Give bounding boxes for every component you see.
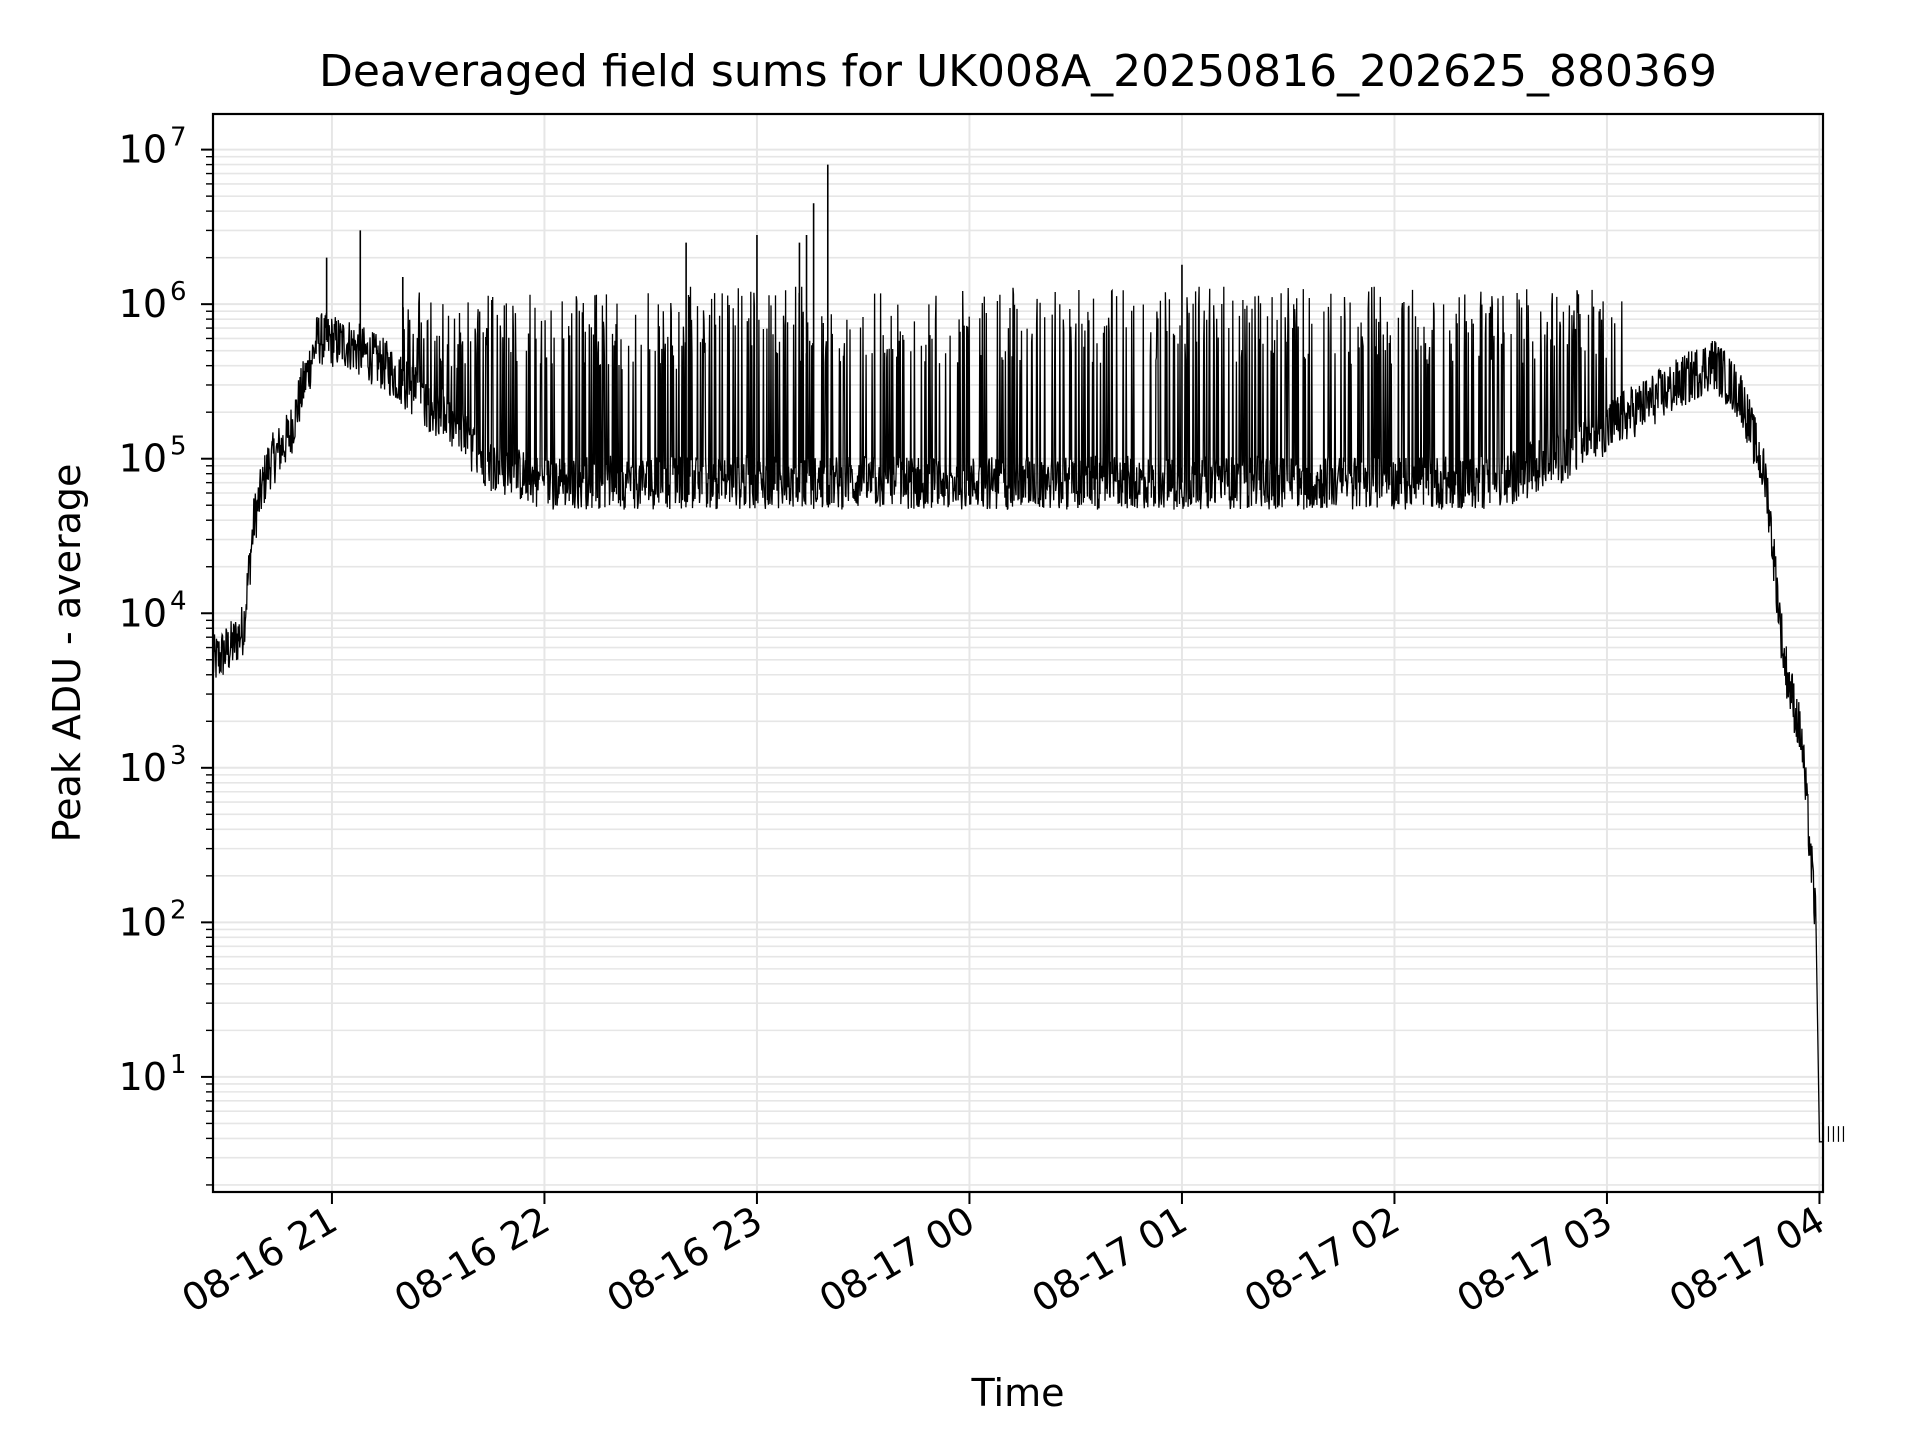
y-tick-label: 10	[119, 128, 167, 172]
y-tick-label-exponent: 7	[170, 123, 187, 153]
y-axis-label: Peak ADU - average	[45, 464, 89, 843]
chart-title: Deaveraged field sums for UK008A_2025081…	[319, 46, 1717, 97]
y-tick-label-exponent: 1	[170, 1050, 187, 1080]
y-tick-label: 10	[119, 900, 167, 944]
y-tick-label-exponent: 2	[170, 895, 187, 925]
y-tick-label-exponent: 6	[170, 277, 187, 307]
y-tick-label-exponent: 4	[170, 586, 187, 616]
y-tick-label: 10	[119, 591, 167, 635]
y-tick-label-exponent: 3	[170, 741, 187, 771]
y-tick-label: 10	[119, 746, 167, 790]
grid-layer	[213, 114, 1823, 1192]
y-tick-label-exponent: 5	[170, 432, 187, 462]
plot-frame	[211, 112, 1825, 1194]
y-tick-label: 10	[119, 437, 167, 481]
x-axis-label: Time	[971, 1371, 1065, 1415]
series-line	[212, 286, 1823, 1143]
y-tick-label: 10	[119, 1055, 167, 1099]
plot-area	[212, 164, 1845, 1143]
y-tick-label: 10	[119, 282, 167, 326]
